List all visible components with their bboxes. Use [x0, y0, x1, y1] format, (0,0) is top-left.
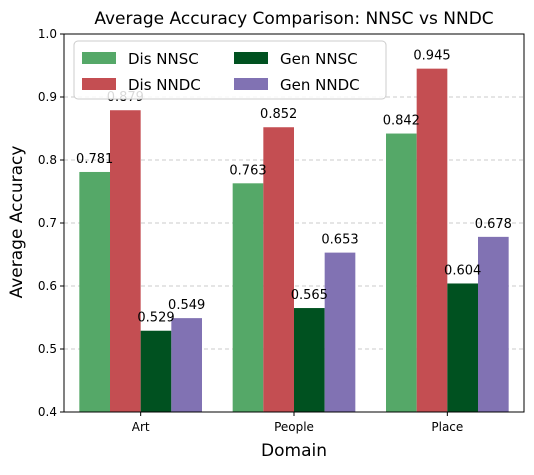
data-label: 0.529 — [137, 311, 174, 326]
legend-box — [73, 40, 387, 100]
data-label: 0.842 — [383, 114, 420, 129]
chart-title: Average Accuracy Comparison: NNSC vs NND… — [94, 9, 493, 29]
legend-label: Dis NNSC — [128, 50, 199, 68]
data-label: 0.763 — [229, 163, 266, 178]
legend-swatch — [234, 78, 268, 90]
data-label: 0.678 — [475, 217, 512, 232]
legend: Dis NNSC Dis NNDC Gen NNSC Gen NNDC — [73, 40, 387, 100]
legend-label: Gen NNDC — [280, 76, 360, 94]
bar — [447, 283, 478, 412]
x-tick-label: Art — [132, 420, 150, 434]
y-tick-label: 0.7 — [38, 216, 57, 230]
bar — [324, 252, 356, 412]
data-label: 0.945 — [413, 49, 450, 64]
y-axis: 0.4 0.5 0.6 0.7 0.8 0.9 1.0 — [38, 27, 64, 419]
bar — [140, 330, 172, 412]
x-axis: Art People Place — [132, 412, 463, 434]
legend-swatch — [234, 52, 268, 64]
bar — [416, 68, 448, 413]
data-label: 0.604 — [444, 263, 481, 278]
bar — [232, 183, 264, 412]
legend-swatch — [82, 78, 116, 90]
y-tick-label: 1.0 — [38, 27, 57, 41]
legend-swatch — [82, 52, 116, 64]
y-tick-label: 0.5 — [38, 342, 57, 356]
bar — [386, 133, 417, 413]
data-label: 0.565 — [291, 288, 328, 303]
y-tick-label: 0.8 — [38, 153, 57, 167]
bar — [110, 110, 141, 412]
data-label: 0.653 — [321, 233, 358, 248]
y-tick-label: 0.6 — [38, 279, 57, 293]
x-axis-label: Domain — [261, 441, 327, 461]
y-tick-label: 0.9 — [38, 90, 57, 104]
bars-group — [79, 68, 509, 413]
bar — [79, 171, 110, 412]
legend-label: Dis NNDC — [128, 76, 201, 94]
data-label: 0.781 — [76, 152, 113, 167]
bar — [171, 318, 202, 412]
x-tick-label: Place — [431, 420, 463, 434]
x-tick-label: People — [274, 420, 314, 434]
legend-label: Gen NNSC — [280, 50, 358, 68]
data-label: 0.549 — [168, 298, 205, 313]
data-label: 0.852 — [260, 107, 297, 122]
y-tick-label: 0.4 — [38, 405, 57, 419]
bar — [294, 308, 325, 412]
bar — [478, 236, 509, 412]
y-axis-label: Average Accuracy — [7, 146, 27, 299]
bar — [263, 127, 294, 413]
